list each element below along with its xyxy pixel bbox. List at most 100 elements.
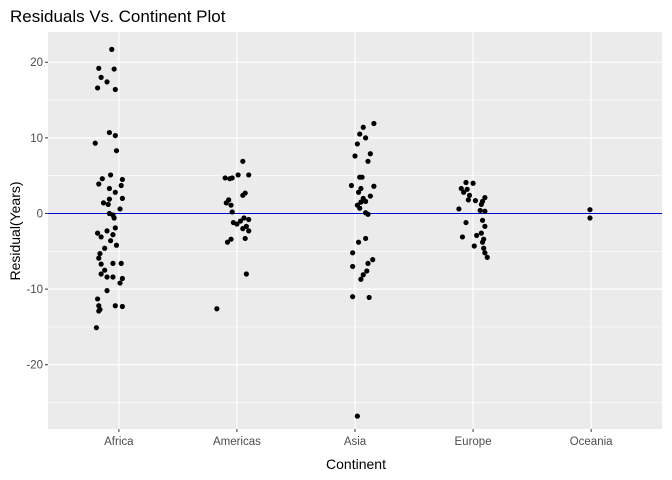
data-point [102, 267, 108, 273]
data-point [363, 135, 369, 141]
y-tick-label: 10 [30, 133, 43, 145]
data-point [109, 46, 115, 52]
data-point [463, 219, 469, 226]
y-axis-title: Residual(Years) [7, 181, 23, 280]
data-point [223, 200, 229, 206]
data-point [587, 215, 593, 221]
data-point [367, 151, 373, 157]
data-point [234, 221, 240, 227]
data-point [350, 294, 356, 300]
data-point [104, 288, 110, 294]
data-point [465, 197, 471, 203]
data-points [92, 46, 593, 419]
data-point [365, 158, 371, 164]
data-point [363, 235, 369, 242]
y-tick-label: 0 [37, 208, 43, 220]
data-point [241, 215, 247, 221]
data-point [456, 206, 462, 212]
x-tick-label: Europe [455, 436, 492, 448]
data-point [110, 260, 116, 266]
data-point [359, 174, 365, 180]
data-point [477, 207, 483, 214]
y-tick-label: 20 [30, 57, 43, 69]
data-point [94, 296, 101, 302]
data-point [94, 230, 101, 236]
data-point [113, 242, 120, 248]
data-point [214, 306, 220, 312]
data-point [96, 255, 102, 261]
data-point [360, 272, 366, 278]
data-point [106, 196, 112, 202]
data-point [227, 176, 233, 182]
data-point [350, 263, 356, 270]
data-point [111, 215, 117, 221]
data-point [371, 120, 377, 127]
data-point [119, 275, 125, 282]
data-point [354, 141, 360, 147]
data-point [100, 200, 107, 206]
data-point [479, 239, 486, 245]
data-point [94, 85, 101, 91]
data-point [117, 280, 123, 286]
data-point [237, 218, 244, 224]
data-point [99, 176, 105, 182]
data-point [478, 230, 484, 236]
data-point [360, 124, 366, 130]
data-point [102, 245, 108, 251]
data-point [470, 180, 476, 186]
data-point [478, 201, 484, 208]
data-point [104, 228, 110, 234]
data-point [92, 140, 98, 146]
data-point [370, 257, 376, 263]
data-point [118, 260, 124, 266]
data-point [464, 186, 470, 192]
data-point [246, 172, 252, 178]
data-point [119, 303, 125, 310]
data-point [96, 65, 102, 71]
x-axis-title: Continent [326, 456, 386, 472]
data-point [459, 234, 466, 240]
data-point [222, 175, 228, 181]
data-point [482, 223, 488, 229]
data-point [111, 66, 117, 72]
data-point [474, 232, 480, 239]
data-point [482, 208, 488, 214]
data-point [587, 207, 593, 213]
data-point [105, 201, 111, 208]
data-point [228, 202, 234, 208]
data-point [235, 172, 241, 178]
data-point [112, 303, 118, 309]
data-point [246, 228, 252, 234]
data-point [458, 185, 464, 192]
data-point [113, 148, 120, 154]
data-point [98, 234, 104, 240]
data-point [481, 245, 487, 251]
data-point [106, 129, 112, 136]
data-point [119, 176, 125, 183]
data-point [358, 185, 364, 192]
data-point [104, 79, 110, 85]
data-point [366, 294, 372, 301]
data-point [228, 236, 234, 242]
data-point [363, 198, 369, 204]
data-point [466, 192, 473, 198]
data-point [371, 183, 377, 189]
data-point [98, 271, 104, 277]
data-point [117, 206, 123, 212]
data-point [461, 189, 467, 195]
data-point [352, 153, 358, 159]
data-point [482, 195, 488, 201]
x-tick-label: Americas [213, 436, 261, 448]
data-point [98, 74, 104, 80]
data-point [110, 232, 116, 238]
data-point [243, 271, 249, 277]
data-point [463, 179, 469, 186]
data-point [482, 250, 488, 256]
data-point [112, 132, 118, 139]
chart-title: Residuals Vs. Continent Plot [10, 7, 226, 26]
data-point [358, 276, 364, 282]
y-axis-ticks: -20 -10 0 10 20 [26, 57, 48, 372]
data-point [224, 239, 231, 245]
data-point [348, 182, 355, 189]
data-point [471, 243, 477, 249]
